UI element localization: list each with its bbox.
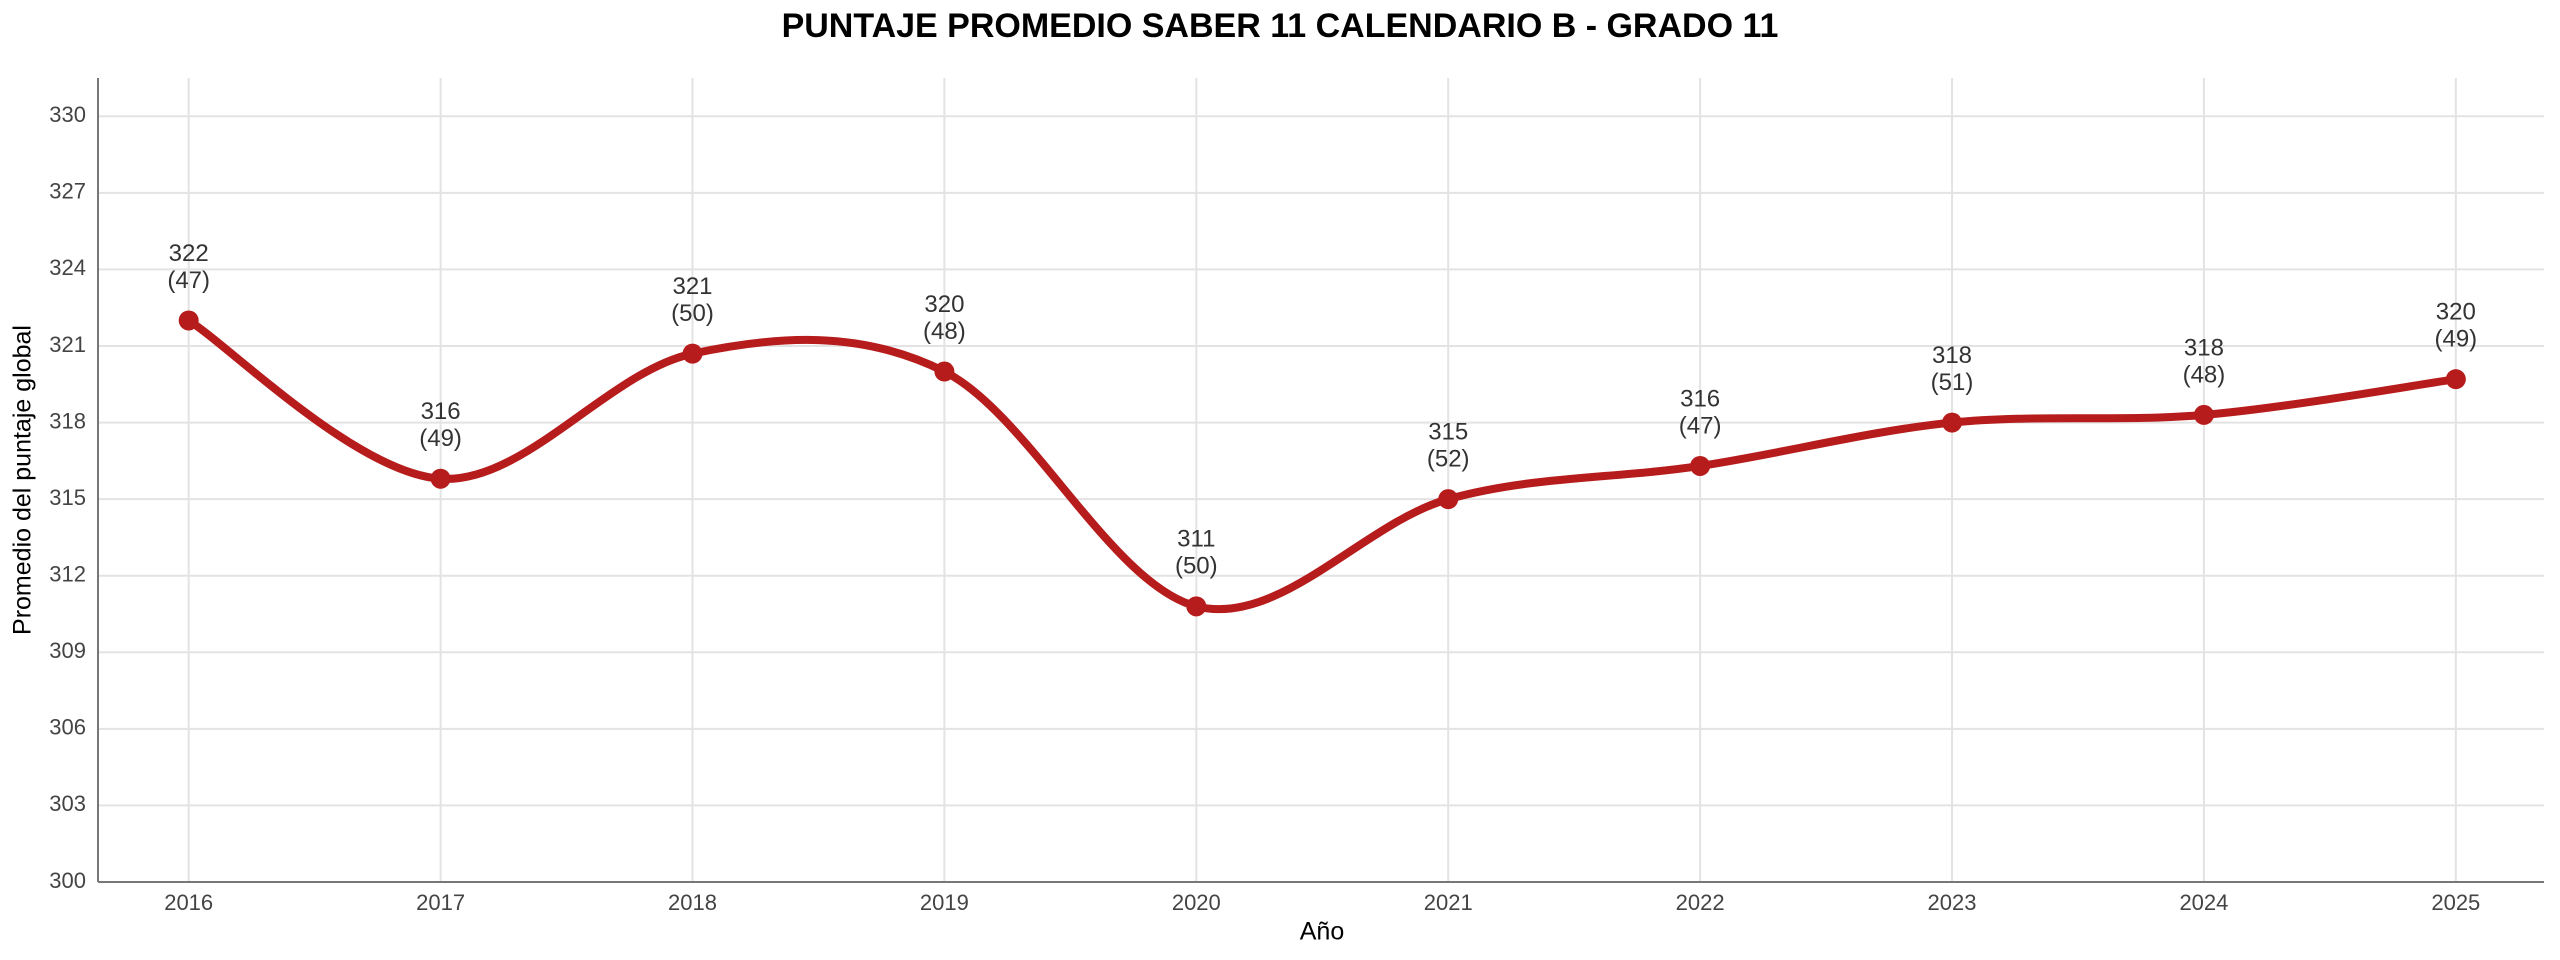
value-label: 318 bbox=[2184, 334, 2224, 361]
count-label: (47) bbox=[1679, 412, 1722, 439]
x-tick-label: 2017 bbox=[416, 890, 465, 915]
value-label: 311 bbox=[1177, 526, 1215, 553]
x-axis-label: Año bbox=[1300, 918, 1344, 946]
point bbox=[2193, 404, 2214, 425]
x-tick-label: 2020 bbox=[1172, 890, 1221, 915]
point bbox=[682, 343, 703, 364]
point bbox=[1186, 596, 1207, 617]
point bbox=[430, 468, 451, 489]
count-label: (50) bbox=[1175, 553, 1218, 580]
value-label: 320 bbox=[924, 291, 964, 318]
point bbox=[178, 310, 199, 331]
count-label: (49) bbox=[419, 425, 462, 452]
point bbox=[1690, 455, 1711, 476]
line bbox=[186, 317, 2457, 614]
y-axis-label: Promedio del puntaje global bbox=[9, 325, 37, 635]
count-label: (51) bbox=[1931, 369, 1974, 396]
value-label: 321 bbox=[672, 273, 712, 300]
x-tick-label: 2025 bbox=[2431, 890, 2480, 915]
y-tick-label: 300 bbox=[49, 868, 86, 893]
point bbox=[2445, 369, 2466, 390]
count-label: (52) bbox=[1427, 445, 1470, 472]
value-label: 318 bbox=[1932, 342, 1972, 369]
count-label: (47) bbox=[167, 267, 210, 294]
x-tick-label: 2022 bbox=[1676, 890, 1725, 915]
x-tick-label: 2016 bbox=[164, 890, 213, 915]
x-tick-label: 2019 bbox=[920, 890, 969, 915]
y-tick-label: 321 bbox=[49, 332, 86, 357]
y-tick-label: 312 bbox=[49, 562, 86, 587]
x-tick-label: 2024 bbox=[2179, 890, 2228, 915]
value-label: 320 bbox=[2436, 299, 2476, 326]
count-label: (48) bbox=[923, 318, 966, 345]
y-tick-label: 330 bbox=[49, 102, 86, 127]
y-tick-label: 309 bbox=[49, 638, 86, 663]
x-tick-label: 2023 bbox=[1928, 890, 1977, 915]
x-tick-label: 2021 bbox=[1424, 890, 1473, 915]
count-label: (50) bbox=[671, 300, 714, 327]
x-tick-label: 2018 bbox=[668, 890, 717, 915]
chart-title: PUNTAJE PROMEDIO SABER 11 CALENDARIO B -… bbox=[782, 7, 1779, 45]
value-label: 315 bbox=[1428, 418, 1468, 445]
count-label: (48) bbox=[2183, 361, 2226, 388]
y-tick-label: 327 bbox=[49, 179, 86, 204]
point bbox=[934, 361, 955, 382]
value-label: 322 bbox=[169, 240, 209, 267]
y-tick-label: 315 bbox=[49, 485, 86, 510]
y-tick-label: 324 bbox=[49, 255, 86, 280]
y-tick-label: 306 bbox=[49, 715, 86, 740]
value-label: 316 bbox=[421, 398, 461, 425]
point bbox=[1438, 489, 1459, 510]
point bbox=[1942, 412, 1963, 433]
value-label: 316 bbox=[1680, 385, 1720, 412]
y-tick-label: 303 bbox=[49, 791, 86, 816]
y-tick-label: 318 bbox=[49, 408, 86, 433]
count-label: (49) bbox=[2434, 326, 2477, 353]
